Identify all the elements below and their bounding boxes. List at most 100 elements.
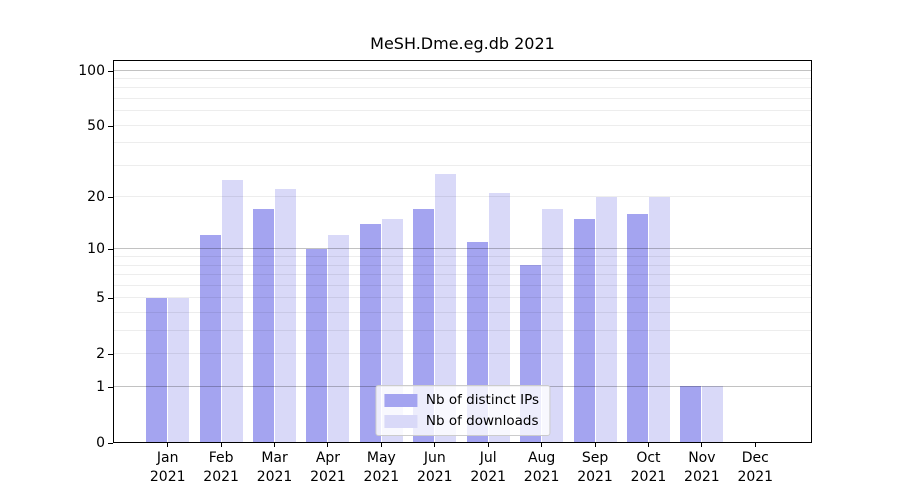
- xtick-mark-nov: [701, 443, 703, 447]
- bar-feb-distinct-ips: [199, 235, 221, 442]
- xtick-year: 2021: [470, 469, 507, 485]
- xtick-mark-apr: [327, 443, 329, 447]
- bar-feb-downloads: [221, 179, 243, 442]
- bar-group-mar: [248, 61, 301, 442]
- xtick-month: Feb: [208, 450, 234, 466]
- xtick-month: Nov: [688, 450, 716, 466]
- bar-jan-downloads: [168, 297, 190, 442]
- xtick-mark-dec: [754, 443, 756, 447]
- bar-group-dec: [729, 61, 782, 442]
- bar-group-apr: [301, 61, 354, 442]
- ytick-label-0: 0: [96, 434, 105, 451]
- ytick-mark-10: [108, 249, 113, 251]
- bar-group-oct: [622, 61, 675, 442]
- xtick-mark-mar: [274, 443, 276, 447]
- ytick-label-100: 100: [78, 62, 105, 79]
- ytick-label-2: 2: [96, 345, 105, 362]
- xtick-month: Dec: [741, 450, 769, 466]
- legend-swatch-downloads: [383, 414, 417, 428]
- xtick-mark-jan: [167, 443, 169, 447]
- ytick-label-10: 10: [87, 241, 105, 258]
- bar-apr-downloads: [328, 235, 350, 442]
- xtick-year: 2021: [684, 469, 720, 485]
- xtick-mark-may: [380, 443, 382, 447]
- xtick-month: Sep: [581, 450, 609, 466]
- xtick-label-may: May 2021: [351, 449, 411, 487]
- xtick-year: 2021: [577, 469, 613, 485]
- bar-sep-downloads: [595, 196, 617, 442]
- bar-nov-distinct-ips: [680, 386, 702, 442]
- bar-jun-downloads: [435, 173, 457, 442]
- legend-label-downloads: Nb of downloads: [425, 413, 539, 429]
- xtick-year: 2021: [203, 469, 239, 485]
- xtick-label-sep: Sep 2021: [565, 449, 625, 487]
- xtick-year: 2021: [737, 469, 774, 485]
- xtick-label-mar: Mar 2021: [245, 449, 305, 487]
- xtick-month: Mar: [261, 450, 288, 466]
- bar-group-jun: [408, 61, 461, 442]
- ytick-mark-1: [108, 386, 113, 388]
- bar-oct-downloads: [649, 196, 670, 442]
- bar-oct-distinct-ips: [627, 213, 648, 442]
- legend-item-downloads: Nb of downloads: [383, 413, 539, 429]
- xtick-label-feb: Feb 2021: [191, 449, 251, 487]
- xtick-year: 2021: [416, 469, 453, 485]
- bar-apr-distinct-ips: [306, 248, 328, 442]
- xtick-mark-aug: [541, 443, 543, 447]
- xtick-label-jul: Jul 2021: [458, 449, 518, 487]
- bar-group-nov: [675, 61, 728, 442]
- ytick-mark-0: [108, 442, 113, 444]
- xtick-month: Aug: [527, 450, 556, 466]
- xtick-year: 2021: [630, 469, 667, 485]
- ytick-mark-100: [108, 70, 113, 72]
- bar-jan-distinct-ips: [146, 297, 168, 442]
- ytick-label-1: 1: [96, 378, 105, 395]
- xtick-mark-feb: [220, 443, 222, 447]
- bar-nov-downloads: [702, 386, 724, 442]
- xtick-mark-jun: [434, 443, 436, 447]
- ytick-mark-2: [108, 353, 113, 355]
- chart-title: MeSH.Dme.eg.db 2021: [370, 34, 555, 53]
- ytick-label-20: 20: [87, 189, 105, 206]
- ytick-label-5: 5: [96, 290, 105, 307]
- xtick-month: Jul: [479, 450, 497, 466]
- bar-jul-downloads: [488, 192, 510, 442]
- xtick-month: Oct: [636, 450, 661, 466]
- legend-item-distinct-ips: Nb of distinct IPs: [383, 392, 540, 408]
- xtick-label-jun: Jun 2021: [405, 449, 465, 487]
- xtick-year: 2021: [310, 469, 346, 485]
- plot-area: Nb of distinct IPs Nb of downloads: [113, 60, 812, 443]
- ytick-mark-50: [108, 125, 113, 127]
- ytick-mark-20: [108, 197, 113, 199]
- xtick-label-dec: Dec 2021: [725, 449, 785, 487]
- legend-label-distinct-ips: Nb of distinct IPs: [425, 392, 540, 408]
- ytick-label-50: 50: [87, 117, 105, 134]
- bar-group-jan: [141, 61, 194, 442]
- legend-swatch-distinct-ips: [383, 393, 417, 407]
- bar-aug-downloads: [542, 209, 564, 442]
- xtick-mark-sep: [594, 443, 596, 447]
- xtick-year: 2021: [256, 469, 293, 485]
- legend: Nb of distinct IPs Nb of downloads: [374, 385, 551, 436]
- ytick-mark-5: [108, 298, 113, 300]
- bar-sep-distinct-ips: [573, 218, 595, 442]
- bar-mar-downloads: [275, 189, 297, 442]
- bar-mar-distinct-ips: [253, 209, 275, 442]
- bar-group-sep: [568, 61, 621, 442]
- xtick-mark-jul: [487, 443, 489, 447]
- xtick-year: 2021: [363, 469, 400, 485]
- xtick-month: Apr: [315, 450, 341, 466]
- xtick-month: Jan: [156, 450, 179, 466]
- xtick-label-apr: Apr 2021: [298, 449, 358, 487]
- xtick-year: 2021: [523, 469, 560, 485]
- xtick-mark-oct: [647, 443, 649, 447]
- bar-group-feb: [194, 61, 247, 442]
- xtick-year: 2021: [149, 469, 186, 485]
- xtick-label-aug: Aug 2021: [512, 449, 572, 487]
- xtick-label-jan: Jan 2021: [138, 449, 198, 487]
- xtick-month: Jun: [423, 450, 446, 466]
- xtick-month: May: [366, 450, 396, 466]
- xtick-label-nov: Nov 2021: [672, 449, 732, 487]
- xtick-label-oct: Oct 2021: [618, 449, 678, 487]
